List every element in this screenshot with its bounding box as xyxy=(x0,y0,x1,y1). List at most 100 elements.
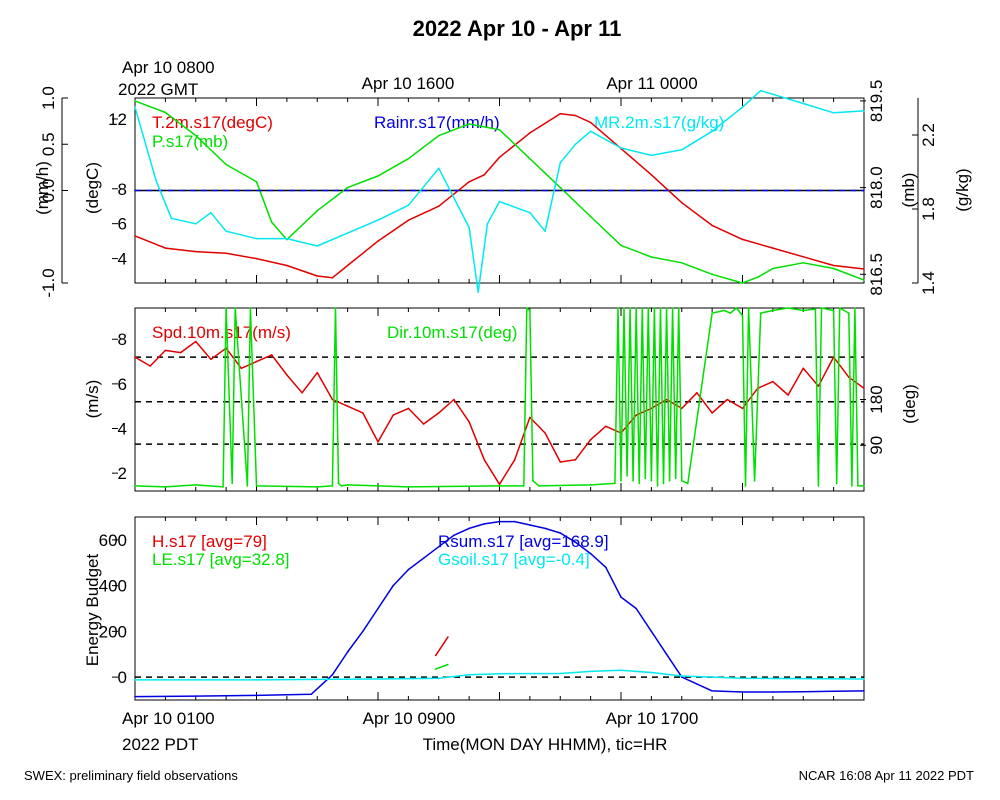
data-point xyxy=(270,354,273,356)
data-point xyxy=(620,480,622,482)
data-point xyxy=(647,307,650,309)
data-point xyxy=(286,237,288,240)
data-point xyxy=(665,398,668,401)
speed-axis-label: (m/s) xyxy=(83,380,102,419)
data-point xyxy=(453,534,455,537)
data-point xyxy=(787,307,789,309)
data-point xyxy=(529,416,531,419)
data-point xyxy=(255,360,258,363)
data-point xyxy=(222,486,224,488)
y-tick-label-spd: 4 xyxy=(118,420,127,439)
data-point xyxy=(711,273,713,276)
data-point xyxy=(854,307,856,309)
data-point xyxy=(711,224,713,227)
data-point xyxy=(735,307,738,309)
footer-right: NCAR 16:08 Apr 11 2022 PDT xyxy=(798,768,974,783)
data-point xyxy=(407,568,410,571)
data-point xyxy=(544,432,546,434)
data-point xyxy=(164,349,167,352)
data-point xyxy=(772,309,774,312)
data-point xyxy=(559,186,562,189)
data-point xyxy=(526,307,528,309)
data-point xyxy=(863,387,865,390)
data-point xyxy=(392,584,395,587)
data-point xyxy=(687,482,689,485)
data-point xyxy=(164,111,167,114)
data-point xyxy=(529,157,531,160)
data-point xyxy=(529,211,531,214)
data-point xyxy=(696,392,698,394)
data-point xyxy=(681,149,683,151)
data-point xyxy=(346,186,349,189)
data-point xyxy=(538,485,540,487)
data-point xyxy=(270,221,273,224)
data-point xyxy=(255,257,258,260)
data-point xyxy=(407,204,410,207)
data-point xyxy=(857,485,859,487)
met-legend-temp: T.2m.s17(degC) xyxy=(152,113,273,132)
series-line-3-3 xyxy=(134,520,865,698)
data-point xyxy=(665,307,668,309)
figure-title: 2022 Apr 10 - Apr 11 xyxy=(413,16,622,41)
met-panel: T.2m.s17(degC) P.s17(mb) Rainr.s17(mm/h)… xyxy=(33,80,972,298)
y-tick-label-rain: 0.5 xyxy=(39,132,58,156)
data-point xyxy=(362,412,364,414)
data-point xyxy=(832,690,835,693)
data-point xyxy=(498,129,501,131)
data-point xyxy=(286,264,288,267)
data-point xyxy=(681,201,683,204)
data-point xyxy=(195,695,197,697)
data-point xyxy=(741,677,744,680)
data-point xyxy=(134,235,136,237)
data-point xyxy=(532,480,534,482)
data-point xyxy=(362,630,364,633)
data-point xyxy=(422,423,425,425)
data-point xyxy=(820,307,823,309)
data-point xyxy=(559,162,562,164)
data-point xyxy=(483,459,486,461)
data-point xyxy=(149,365,151,367)
data-point xyxy=(772,691,774,693)
wind-legend-direction: Dir.10m.s17(deg) xyxy=(387,323,517,342)
data-point xyxy=(529,309,531,312)
data-point xyxy=(316,678,319,681)
data-point xyxy=(835,482,838,485)
data-point xyxy=(668,480,671,482)
data-point xyxy=(559,532,562,534)
y-tick-label-temp: 6 xyxy=(118,215,127,234)
met-legend-mixing-ratio: MR.2m.s17(g/kg) xyxy=(594,113,724,132)
y-tick-label-rain: -1.0 xyxy=(39,268,58,297)
data-point xyxy=(659,307,662,309)
data-point xyxy=(249,307,252,309)
data-point xyxy=(346,651,349,653)
data-point xyxy=(255,237,258,240)
data-point xyxy=(650,154,653,157)
data-point xyxy=(674,477,677,480)
data-point xyxy=(681,262,683,264)
data-point xyxy=(225,230,227,232)
data-point xyxy=(331,277,334,279)
x-axis-title: Time(MON DAY HHMM), tic=HR xyxy=(423,735,668,754)
data-point xyxy=(331,398,334,401)
data-point xyxy=(802,691,805,693)
data-point xyxy=(759,312,762,314)
data-point xyxy=(438,205,440,207)
data-point xyxy=(559,112,562,115)
data-point xyxy=(817,385,820,387)
y-tick-label-pres: 818.0 xyxy=(867,166,886,209)
data-point xyxy=(589,552,592,555)
data-point xyxy=(246,485,249,487)
data-point xyxy=(817,485,820,487)
series-line-3-4 xyxy=(135,669,865,681)
data-point xyxy=(620,147,622,149)
data-point xyxy=(468,123,470,125)
data-point xyxy=(407,157,410,160)
data-point xyxy=(134,189,136,192)
data-point xyxy=(447,636,449,638)
data-point xyxy=(316,275,319,277)
data-point xyxy=(234,307,236,309)
data-point xyxy=(438,167,440,170)
y-tick-label-dir: 90 xyxy=(867,436,886,455)
data-point xyxy=(711,130,713,133)
data-point xyxy=(589,438,592,441)
